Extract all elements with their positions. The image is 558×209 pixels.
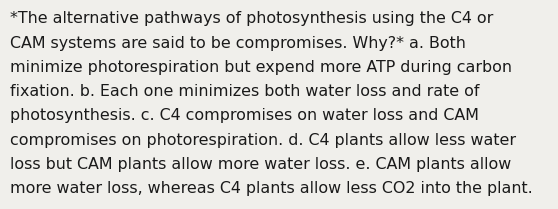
- Text: photosynthesis. c. C4 compromises on water loss and CAM: photosynthesis. c. C4 compromises on wat…: [10, 108, 479, 124]
- Text: *The alternative pathways of photosynthesis using the C4 or: *The alternative pathways of photosynthe…: [10, 11, 493, 27]
- Text: more water loss, whereas C4 plants allow less CO2 into the plant.: more water loss, whereas C4 plants allow…: [10, 181, 533, 196]
- Text: loss but CAM plants allow more water loss. e. CAM plants allow: loss but CAM plants allow more water los…: [10, 157, 511, 172]
- Text: minimize photorespiration but expend more ATP during carbon: minimize photorespiration but expend mor…: [10, 60, 512, 75]
- Text: compromises on photorespiration. d. C4 plants allow less water: compromises on photorespiration. d. C4 p…: [10, 133, 516, 148]
- Text: fixation. b. Each one minimizes both water loss and rate of: fixation. b. Each one minimizes both wat…: [10, 84, 479, 99]
- Text: CAM systems are said to be compromises. Why?* a. Both: CAM systems are said to be compromises. …: [10, 36, 466, 51]
